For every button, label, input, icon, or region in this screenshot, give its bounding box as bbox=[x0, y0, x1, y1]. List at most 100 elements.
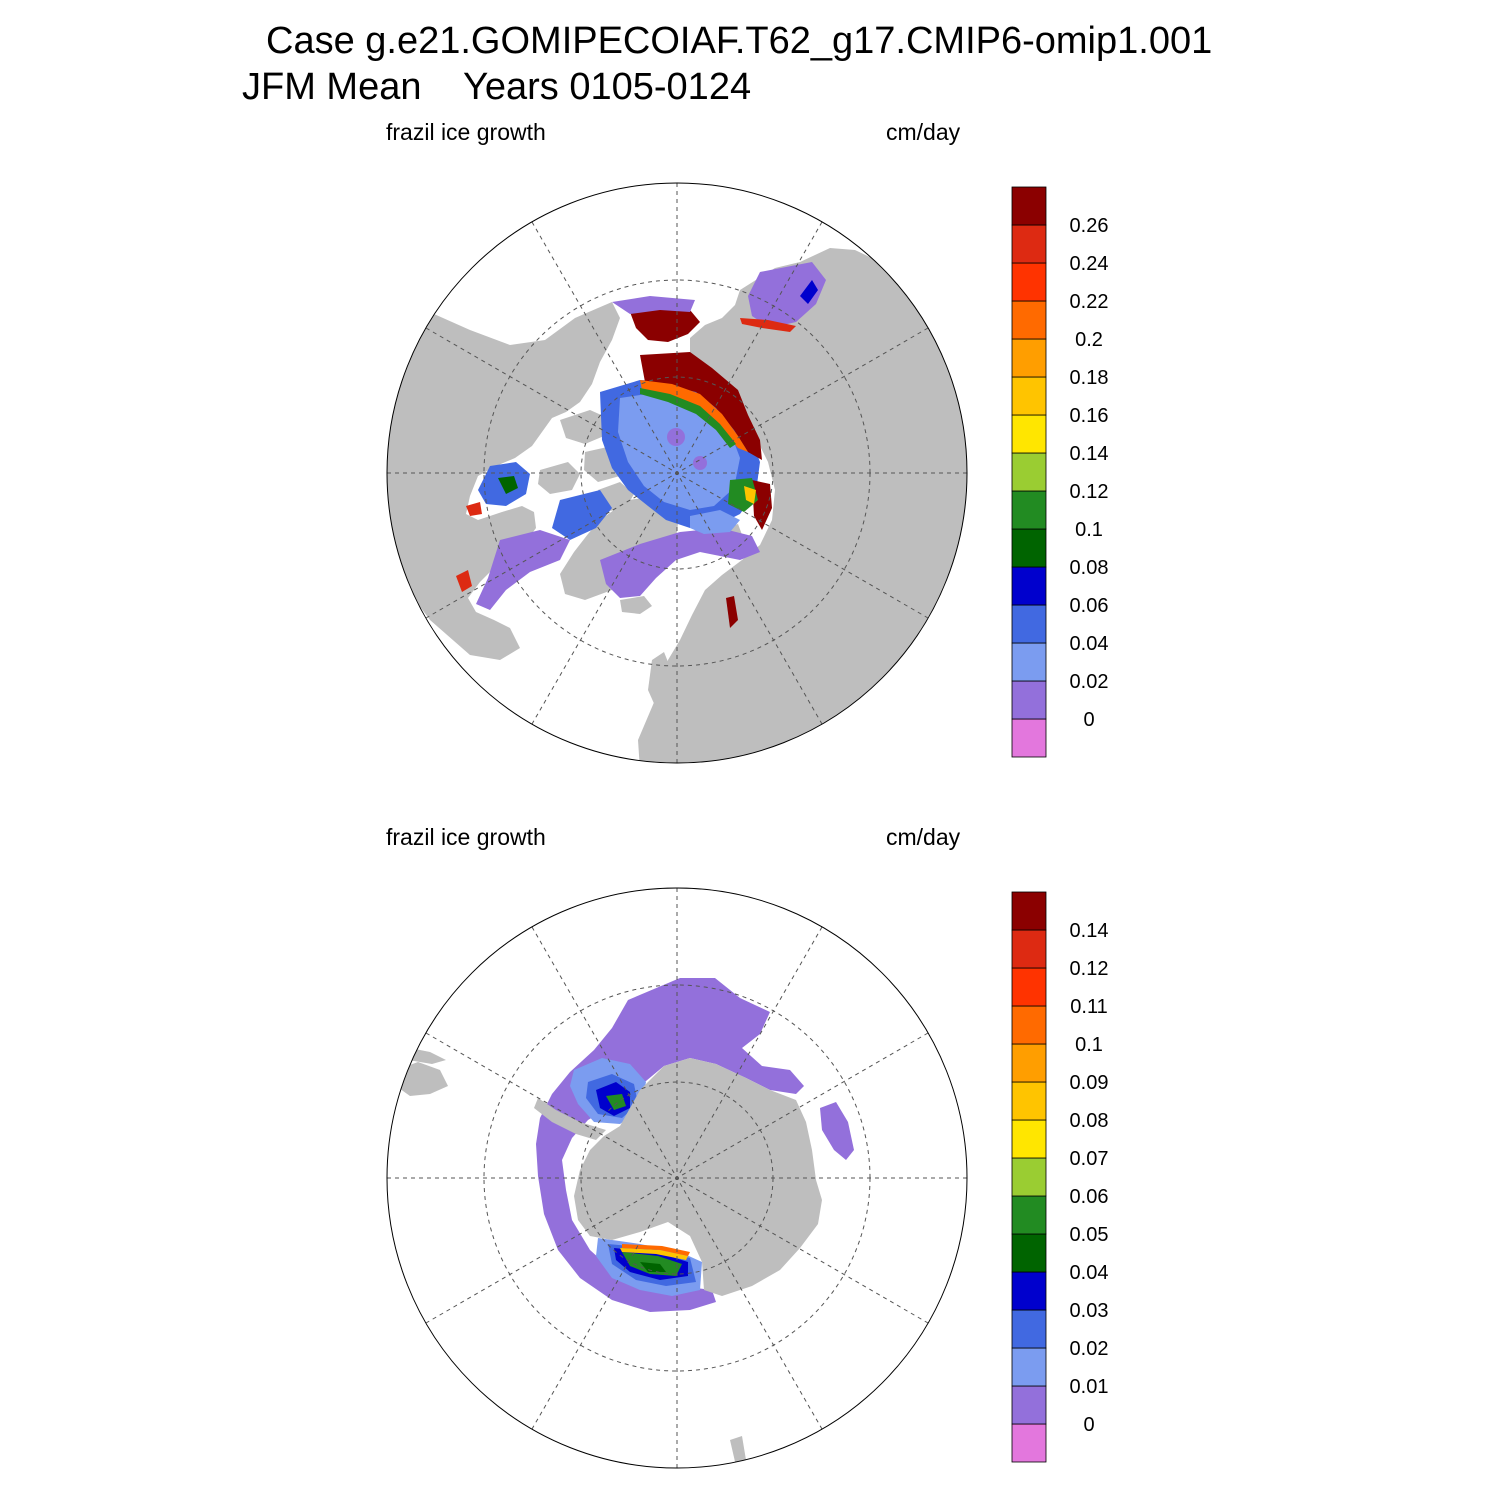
frazil-field-0.18 bbox=[744, 486, 756, 504]
frazil-field-0 bbox=[748, 262, 826, 328]
colorbar-tick-label: 0.09 bbox=[1070, 1072, 1109, 1094]
colorbar-swatch bbox=[1011, 566, 1047, 606]
frazil-field-0.24 bbox=[740, 318, 796, 332]
colorbar-swatch bbox=[1011, 1233, 1047, 1273]
colorbar-swatch bbox=[1011, 528, 1047, 568]
colorbar-swatch bbox=[1011, 1423, 1047, 1463]
colorbar-tick-label: 0.04 bbox=[1070, 633, 1109, 655]
colorbar-tick-label: 0.04 bbox=[1070, 1262, 1109, 1284]
colorbar-tick-label: 0.16 bbox=[1070, 405, 1109, 427]
colorbar-tick-label: 0.08 bbox=[1070, 557, 1109, 579]
frazil-field-0.06 bbox=[800, 280, 818, 304]
north-panel-units-label: cm/day bbox=[886, 119, 961, 145]
arctic-island bbox=[538, 462, 580, 494]
colorbar-swatch bbox=[1011, 224, 1047, 264]
south-land bbox=[396, 1046, 822, 1466]
colorbar-tick-label: 0.14 bbox=[1070, 920, 1109, 942]
colorbar-swatch bbox=[1011, 262, 1047, 302]
colorbar-tick-label: 0.24 bbox=[1070, 253, 1109, 275]
colorbar-swatch bbox=[1011, 1271, 1047, 1311]
colorbar-swatch bbox=[1011, 967, 1047, 1007]
frazil-field-0 bbox=[667, 428, 685, 446]
colorbar-swatch bbox=[1011, 718, 1047, 758]
frazil-field-0.02 bbox=[690, 510, 740, 534]
colorbar-swatch bbox=[1011, 1005, 1047, 1045]
colorbar-tick-label: 0.1 bbox=[1075, 1034, 1103, 1056]
north-frazil-field bbox=[456, 262, 826, 628]
colorbar-tick-label: 0 bbox=[1083, 709, 1094, 731]
south-panel-left-label: frazil ice growth bbox=[386, 824, 546, 850]
frazil-field-0 bbox=[600, 528, 760, 598]
colorbar-swatch bbox=[1011, 1157, 1047, 1197]
colorbar-swatch bbox=[1011, 452, 1047, 492]
new-zealand bbox=[730, 1436, 746, 1466]
figure-title-line-2: JFM Mean Years 0105-0124 bbox=[242, 66, 752, 108]
north-graticule bbox=[387, 183, 967, 763]
south-map-border bbox=[386, 887, 968, 1469]
colorbar-tick-label: 0.14 bbox=[1070, 443, 1109, 465]
frazil-field-0.1 bbox=[498, 476, 518, 494]
colorbar-tick-label: 0.11 bbox=[1070, 996, 1107, 1018]
colorbar-tick-label: 0.1 bbox=[1075, 519, 1103, 541]
arctic-island bbox=[560, 410, 608, 444]
colorbar-tick-label: 0.18 bbox=[1070, 367, 1109, 389]
north-polar-map bbox=[386, 182, 968, 764]
antarctica bbox=[574, 1058, 822, 1296]
colorbar-tick-label: 0.03 bbox=[1070, 1300, 1109, 1322]
colorbar-tick-label: 0.06 bbox=[1070, 1186, 1109, 1208]
south-polar-map bbox=[386, 887, 968, 1469]
frazil-field-0.24 bbox=[456, 570, 472, 592]
colorbar-swatch bbox=[1011, 680, 1047, 720]
colorbar-tick-label: 0.02 bbox=[1070, 1338, 1109, 1360]
colorbar-swatch bbox=[1011, 338, 1047, 378]
colorbar-tick-label: 0.02 bbox=[1070, 671, 1109, 693]
iceland bbox=[620, 596, 652, 614]
frazil-field-0.04 bbox=[640, 1262, 666, 1272]
frazil-field-0.08 bbox=[620, 1248, 688, 1260]
south-colorbar: 0 0.01 0.02 0.03 0.04 0.05 0.06 0.07 0.08 0.09 0.1… bbox=[1011, 891, 1109, 1463]
colorbar-swatch bbox=[1011, 376, 1047, 416]
colorbar-swatch bbox=[1011, 1081, 1047, 1121]
antarctic-peninsula bbox=[534, 1098, 606, 1140]
scandinavia bbox=[700, 585, 752, 672]
colorbar-swatch bbox=[1011, 1043, 1047, 1083]
frazil-field-0.26 bbox=[630, 308, 700, 342]
frazil-field-0.26 bbox=[726, 596, 738, 628]
colorbar-tick-label: 0.01 bbox=[1070, 1376, 1109, 1398]
colorbar-swatch bbox=[1011, 1347, 1047, 1387]
colorbar-swatch bbox=[1011, 1309, 1047, 1349]
colorbar-swatch bbox=[1011, 1195, 1047, 1235]
colorbar-swatch bbox=[1011, 1119, 1047, 1159]
greenland bbox=[560, 496, 680, 600]
south-graticule bbox=[387, 888, 967, 1468]
colorbar-tick-label: 0.06 bbox=[1070, 595, 1109, 617]
figure-title-line-1: Case g.e21.GOMIPECOIAF.T62_g17.CMIP6-omi… bbox=[266, 20, 1213, 62]
colorbar-swatch bbox=[1011, 300, 1047, 340]
colorbar-swatch bbox=[1011, 186, 1047, 226]
colorbar-tick-label: 0.07 bbox=[1070, 1148, 1109, 1170]
colorbar-tick-label: 0.08 bbox=[1070, 1110, 1109, 1132]
north-america-landmass bbox=[387, 302, 620, 660]
frazil-field-0 bbox=[612, 296, 695, 314]
frazil-field-0.04 bbox=[552, 490, 612, 540]
north-map-border bbox=[386, 182, 968, 764]
colorbar-tick-label: 0.12 bbox=[1070, 481, 1109, 503]
south-panel-units-label: cm/day bbox=[886, 824, 961, 850]
colorbar-tick-label: 0.22 bbox=[1070, 291, 1109, 313]
colorbar-swatch bbox=[1011, 604, 1047, 644]
colorbar-tick-label: 0.2 bbox=[1075, 329, 1103, 351]
frazil-field-0 bbox=[820, 1102, 854, 1160]
frazil-field-0.24 bbox=[466, 502, 482, 516]
north-colorbar: 0 0.02 0.04 0.06 0.08 0.1 0.12 0.14 0.16 0.18 0.2 0… bbox=[1011, 186, 1109, 758]
colorbar-swatch bbox=[1011, 1385, 1047, 1425]
frazil-field-0.11 bbox=[622, 1244, 690, 1256]
frazil-field-0.12 bbox=[640, 388, 736, 448]
colorbar-tick-label: 0.05 bbox=[1070, 1224, 1109, 1246]
colorbar-tick-label: 0 bbox=[1083, 1414, 1094, 1436]
frazil-field-0 bbox=[476, 530, 570, 610]
frazil-field-0.05 bbox=[606, 1094, 626, 1110]
frazil-field-0.26 bbox=[640, 352, 762, 460]
south-america-tip bbox=[396, 1062, 448, 1096]
colorbar-swatch bbox=[1011, 642, 1047, 682]
